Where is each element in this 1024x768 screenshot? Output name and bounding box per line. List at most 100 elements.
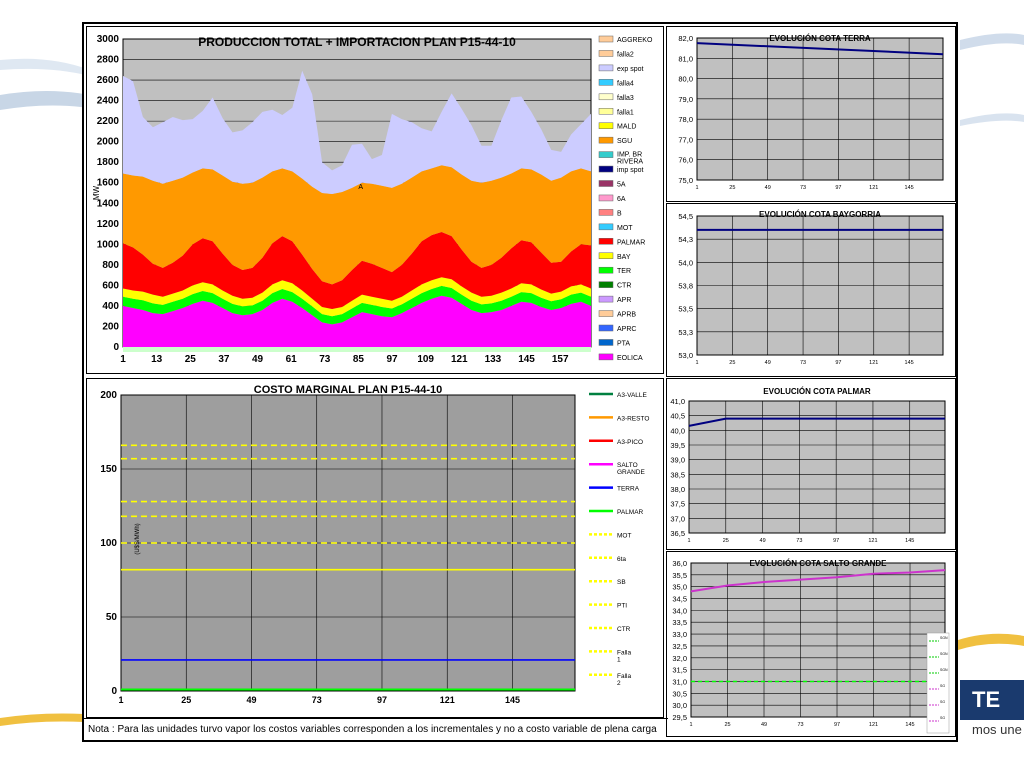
legend-label: SALTO: [617, 462, 638, 469]
x-tick-label: 49: [765, 360, 771, 366]
x-tick-label: 85: [353, 354, 365, 365]
legend-label: TER: [617, 268, 631, 275]
legend-label: APRB: [617, 312, 636, 319]
legend-label: Falla: [617, 649, 631, 656]
mini-legend-label: SGN: [940, 652, 948, 656]
legend-swatch: [598, 209, 614, 216]
legend-label: IMP. BR: [617, 152, 642, 159]
y-tick-label: 82,0: [678, 34, 693, 43]
y-tick-label: 30,5: [672, 689, 687, 698]
legend-swatch: [598, 108, 614, 115]
x-tick-label: 73: [800, 360, 806, 366]
mini-legend-label: SG: [940, 684, 945, 688]
legend-label: PALMAR: [617, 239, 645, 246]
y-tick-label: 75,0: [678, 176, 693, 185]
x-tick-label: 13: [151, 354, 163, 365]
y-tick-label: 53,8: [678, 282, 693, 291]
x-tick-label: 97: [386, 354, 398, 365]
y-tick-label: 37,0: [670, 514, 685, 523]
y-tick-label: 38,0: [670, 485, 685, 494]
y-tick-label: 2800: [97, 55, 120, 66]
x-tick-label: 25: [181, 695, 191, 705]
legend-label: SB: [617, 579, 626, 586]
legend-label: SGU: [617, 138, 632, 145]
legend-label: PALMAR: [617, 509, 644, 516]
legend-label: imp spot: [617, 167, 644, 174]
y-tick-label: 2200: [97, 116, 120, 127]
legend-label: MOT: [617, 532, 631, 539]
mini-legend-label: SGN: [940, 668, 948, 672]
x-tick-label: 145: [905, 538, 914, 544]
legend-label-cont: RIVERA: [617, 159, 643, 166]
x-tick-label: 49: [246, 695, 256, 705]
legend-label: MOT: [617, 225, 633, 232]
legend-swatch: [598, 165, 614, 173]
y-tick-label: 77,0: [678, 135, 693, 144]
y-axis-label: (U$S/MWh): [135, 523, 141, 554]
y-tick-label: 400: [102, 301, 119, 312]
x-tick-label: 25: [724, 722, 730, 728]
legend-label: 6A: [617, 196, 626, 203]
x-tick-label: 25: [723, 538, 729, 544]
y-axis-label: MW: [92, 185, 101, 200]
y-tick-label: 33,0: [672, 630, 687, 639]
x-tick-label: 121: [869, 360, 878, 366]
legend-label: APRC: [617, 326, 636, 333]
legend-label: exp spot: [617, 66, 644, 73]
brand-logo: [960, 680, 1024, 720]
area-series-palmar: [123, 232, 591, 309]
legend-swatch: [598, 353, 614, 361]
legend-swatch: [598, 122, 614, 129]
x-tick-label: 121: [869, 185, 878, 191]
x-tick-label: 121: [440, 695, 455, 705]
chart-title: EVOLUCIÓN COTA BAYGORRIA: [759, 210, 881, 219]
legend-label: EOLICA: [617, 355, 643, 362]
legend-label: Falla: [617, 673, 631, 680]
legend-swatch: [598, 50, 614, 57]
chart-cota-baygorria: 53,0 53,3 53,5 53,8 54,0 54,3 54,5 1 25 49 73 97 121…: [666, 203, 956, 377]
y-tick-label: 81,0: [678, 54, 693, 63]
y-tick-label: 53,0: [678, 351, 693, 360]
y-tick-label: 2400: [97, 96, 120, 107]
x-tick-label: 73: [800, 185, 806, 191]
x-tick-label: 49: [252, 354, 264, 365]
chart-title: EVOLUCIÓN COTA SALTO GRANDE: [749, 559, 887, 568]
x-tick-label: 121: [869, 722, 878, 728]
legend-label: falla1: [617, 109, 634, 116]
x-tick-label: 97: [377, 695, 387, 705]
y-tick-label: 76,0: [678, 156, 693, 165]
y-tick-label: 41,0: [670, 397, 685, 406]
y-tick-label: 36,5: [670, 529, 685, 538]
area-series-sgu: [123, 165, 591, 285]
y-tick-label: 39,5: [670, 441, 685, 450]
chart-costo-marginal: 0 50 100 150 200 1 25 49 73 97 121 145 COSTO MARGINA…: [86, 378, 664, 718]
mini-legend-box: [926, 632, 950, 734]
y-tick-label: 40,5: [670, 412, 685, 421]
legend-label-cont: 2: [617, 680, 621, 687]
x-tick-label: 145: [905, 722, 914, 728]
x-tick-label: 1: [120, 354, 126, 365]
legend-swatch: [598, 35, 614, 43]
level-line: [688, 417, 945, 427]
x-tick-label: 73: [319, 354, 331, 365]
y-tick-label: 53,5: [678, 305, 693, 314]
x-tick-label: 1: [695, 360, 698, 366]
x-tick-label: 97: [834, 722, 840, 728]
x-tick-label: 49: [765, 185, 771, 191]
y-tick-label: 37,5: [670, 500, 685, 509]
x-tick-label: 1: [689, 722, 692, 728]
chart-title: COSTO MARGINAL PLAN P15-44-10: [254, 384, 442, 396]
area-series-palmar-verde: [123, 285, 591, 325]
y-tick-label: 1800: [97, 157, 120, 168]
legend-swatch: [598, 339, 614, 346]
legend-label: falla2: [617, 51, 634, 58]
legend-label: TERRA: [617, 486, 640, 493]
x-tick-label: 49: [760, 538, 766, 544]
y-tick-label: 54,5: [678, 212, 693, 221]
y-tick-label: 36,0: [672, 559, 687, 568]
y-tick-label: 35,5: [672, 571, 687, 580]
y-tick-label: 800: [102, 260, 119, 271]
x-tick-label: 97: [835, 185, 841, 191]
level-line: [696, 42, 944, 56]
x-tick-label: 1: [687, 538, 690, 544]
